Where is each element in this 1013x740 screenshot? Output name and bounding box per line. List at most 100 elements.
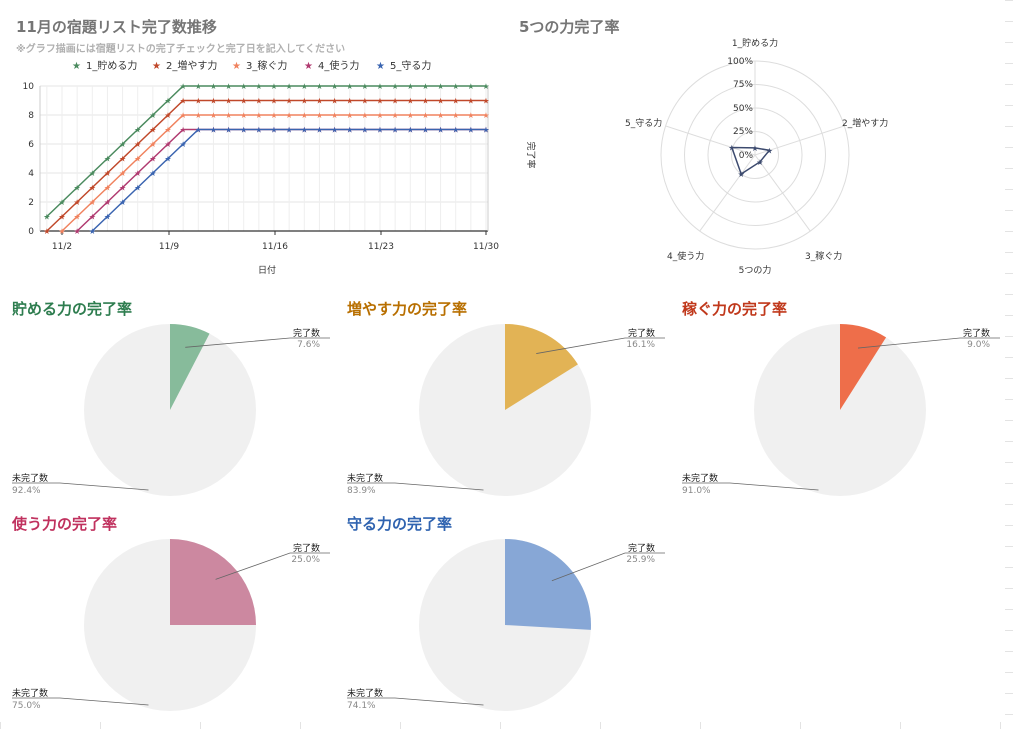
star-marker-icon: ★ [437,126,444,135]
star-marker-icon: ★ [407,97,414,106]
radar-chart-title: 5つの力完了率 [519,18,620,36]
star-marker-icon: ★ [149,140,156,149]
line-series[interactable]: ★ ★ ★ ★ ★ ★ ★ ★ ★ ★ ★ ★ ★ ★ ★ ★ ★ ★ ★ ★ ★ ★ ★ ★ ★ ★ ★ ★ ★ ★ ★ ★ ★ ★ ★ ★ ★ ★ ★ ★… [43,82,489,236]
line-chart-legend: ★ 1_貯める力 ★ 2_増やす力 ★ 3_稼ぐ力 ★ 4_使う力 ★ 5_守る力 [72,59,431,72]
pie-slice-done[interactable] [505,324,578,410]
svg-text:3_稼ぐ力: 3_稼ぐ力 [805,250,842,262]
star-marker-icon: ★ [149,126,156,135]
star-marker-icon: ★ [164,155,171,164]
line-series-1[interactable] [46,85,486,218]
done-percent: 25.0% [291,555,320,565]
star-marker-icon: ★ [331,82,338,91]
star-marker-icon: ★ [240,97,247,106]
star-marker-icon: ★ [104,155,111,164]
star-marker-icon: ★ [452,97,459,106]
star-marker-icon: ★ [43,213,50,222]
svg-text:★: ★ [152,61,161,72]
star-marker-icon: ★ [467,111,474,120]
done-percent: 16.1% [626,340,655,350]
svg-text:2: 2 [28,198,34,208]
svg-text:0: 0 [28,227,34,237]
star-marker-icon: ★ [452,111,459,120]
star-marker-icon: ★ [164,126,171,135]
star-marker-icon: ★ [89,213,96,222]
line-chart[interactable]: ★ 1_貯める力 ★ 2_増やす力 ★ 3_稼ぐ力 ★ 4_使う力 ★ 5_守る力 0 2 4… [0,55,500,285]
star-marker-icon: ★ [422,82,429,91]
star-marker-icon: ★ [104,213,111,222]
radar-chart[interactable]: 完了率 ★ ★★★★ 1_貯める力 2_増やす力 3_稼ぐ力 4_使う力 5_守る… [500,30,920,285]
star-marker-icon: ★ [89,198,96,207]
star-marker-icon: ★ [467,97,474,106]
pie-title-4: 使う力の完了率 [12,515,118,533]
radar-axis-label: 完了率 [525,141,537,168]
undone-label: 未完了数 [347,472,383,484]
done-label: 完了数 [628,542,655,554]
star-marker-icon: ★ [407,126,414,135]
pie-slice-done[interactable] [505,539,591,630]
star-marker-icon: ★ [240,126,247,135]
pie-title-1: 貯める力の完了率 [12,300,133,318]
star-marker-icon: ★ [195,82,202,91]
line-series-3[interactable] [61,114,486,232]
star-marker-icon: ★ [482,126,489,135]
star-marker-icon: ★ [301,82,308,91]
star-marker-icon: ★ [270,126,277,135]
x-tick-labels: 11/2 11/9 11/16 11/23 11/30 [52,242,499,252]
star-marker-icon: ★ [225,97,232,106]
svg-text:11/30: 11/30 [473,242,499,252]
star-marker-icon: ★ [210,111,217,120]
pie-slice-done[interactable] [170,539,256,625]
svg-text:11/16: 11/16 [262,242,288,252]
svg-text:5_守る力: 5_守る力 [390,59,431,72]
star-marker-icon: ★ [392,111,399,120]
star-marker-icon: ★ [361,82,368,91]
star-marker-icon: ★ [180,97,187,106]
star-marker-icon: ★ [119,169,126,178]
star-marker-icon: ★ [180,82,187,91]
svg-text:★: ★ [232,61,241,72]
star-marker-icon: ★ [346,126,353,135]
undone-label: 未完了数 [12,687,48,699]
line-chart-vgrid [46,86,487,231]
star-marker-icon: ★ [180,126,187,135]
star-marker-icon: ★ [286,111,293,120]
line-series-5[interactable] [91,128,486,232]
star-marker-icon: ★ [164,140,171,149]
star-marker-icon: ★ [134,140,141,149]
star-marker-icon: ★ [392,126,399,135]
star-marker-icon: ★ [180,111,187,120]
done-label: 完了数 [628,327,655,339]
star-marker-icon: ★ [270,111,277,120]
star-marker-icon: ★ [346,97,353,106]
star-marker-icon: ★ [392,97,399,106]
star-marker-icon: ★ [119,155,126,164]
star-marker-icon: ★ [58,213,65,222]
star-marker-icon: ★ [301,97,308,106]
star-marker-icon: ★ [119,198,126,207]
svg-text:100%: 100% [727,57,753,67]
star-marker-icon: ★ [58,198,65,207]
star-marker-icon: ★ [134,184,141,193]
star-marker-icon: ★ [482,82,489,91]
star-marker-icon: ★ [482,97,489,106]
star-marker-icon: ★ [210,126,217,135]
pie-slice-done[interactable] [170,324,210,410]
star-marker-icon: ★ [286,97,293,106]
radar-axis-names: 1_貯める力 2_増やす力 3_稼ぐ力 4_使う力 5_守る力 [625,37,888,262]
line-series-2[interactable] [46,99,486,232]
done-label: 完了数 [293,542,320,554]
star-marker-icon: ★ [119,184,126,193]
svg-text:8: 8 [28,111,34,121]
radar-series[interactable] [730,146,771,176]
svg-text:0%: 0% [739,151,754,161]
star-marker-icon: ★ [210,97,217,106]
star-marker-icon: ★ [255,97,262,106]
pie-slice-done[interactable] [840,324,887,410]
star-marker-icon: ★ [316,126,323,135]
svg-text:25%: 25% [733,127,753,137]
